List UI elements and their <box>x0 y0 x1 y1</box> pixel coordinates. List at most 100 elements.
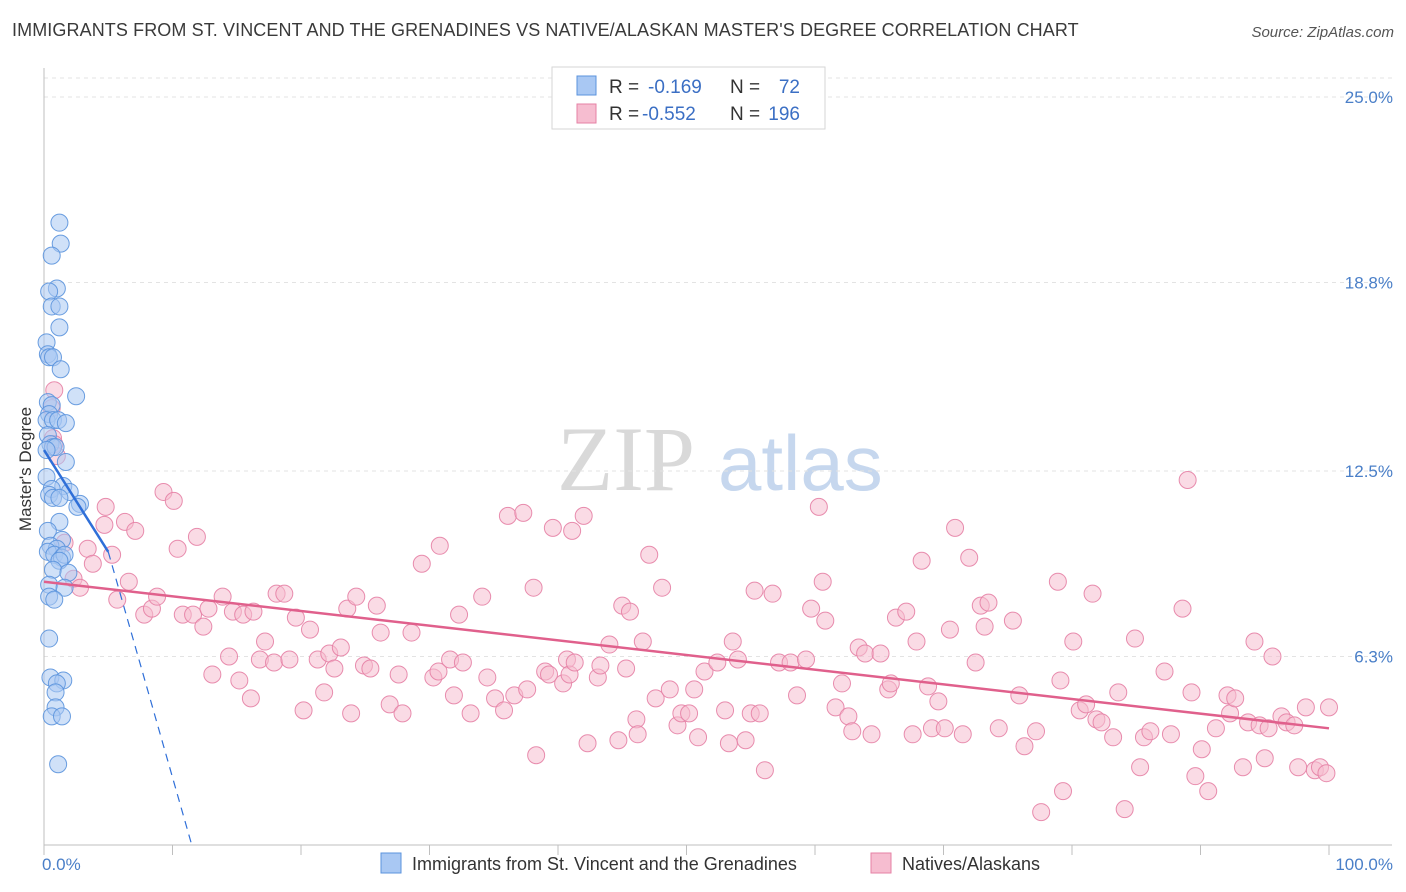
point-natives <box>265 653 284 672</box>
point-natives <box>1186 767 1205 786</box>
point-natives <box>708 653 727 672</box>
point-natives <box>96 497 115 516</box>
point-natives <box>402 623 421 642</box>
point-natives <box>1259 719 1278 738</box>
point-natives <box>660 680 679 699</box>
point-natives <box>646 689 665 708</box>
source-credit: Source: ZipAtlas.com <box>1251 24 1394 41</box>
point-natives <box>609 731 628 750</box>
point-natives <box>897 602 916 621</box>
point-natives <box>1182 683 1201 702</box>
point-natives <box>1233 758 1252 777</box>
point-natives <box>478 668 497 687</box>
point-natives <box>1173 599 1192 618</box>
point-natives <box>389 665 408 684</box>
point-natives <box>361 659 380 678</box>
point-natives <box>514 503 533 522</box>
point-immigrants <box>37 441 56 460</box>
point-natives <box>199 599 218 618</box>
point-natives <box>975 617 994 636</box>
point-natives <box>498 506 517 525</box>
point-natives <box>280 650 299 669</box>
point-natives <box>862 725 881 744</box>
point-immigrants <box>50 213 69 232</box>
point-natives <box>78 539 97 558</box>
point-natives <box>907 632 926 651</box>
point-natives <box>1245 632 1264 651</box>
point-immigrants <box>40 629 59 648</box>
point-natives <box>393 704 412 723</box>
trend-line-natives <box>43 580 1330 730</box>
point-natives <box>453 653 472 672</box>
point-natives <box>1125 629 1144 648</box>
point-natives <box>809 497 828 516</box>
point-natives <box>461 704 480 723</box>
point-natives <box>1141 722 1160 741</box>
watermark-zip: ZIP <box>557 408 695 510</box>
point-natives <box>1027 722 1046 741</box>
point-immigrants <box>42 246 61 265</box>
point-natives <box>903 725 922 744</box>
point-immigrants <box>59 563 78 582</box>
point-natives <box>347 587 366 606</box>
point-natives <box>1263 647 1282 666</box>
point-natives <box>750 704 769 723</box>
point-natives <box>1206 719 1225 738</box>
point-natives <box>685 680 704 699</box>
y-tick-label: 6.3% <box>1354 648 1393 667</box>
point-natives <box>839 707 858 726</box>
point-natives <box>95 515 114 534</box>
point-immigrants <box>67 387 86 406</box>
point-natives <box>620 602 639 621</box>
point-natives <box>1064 632 1083 651</box>
point-natives <box>1054 782 1073 801</box>
legend-r-value-blue: -0.169 <box>648 77 702 98</box>
point-natives <box>275 584 294 603</box>
watermark-atlas: atlas <box>718 419 883 507</box>
point-natives <box>563 521 582 540</box>
trend-line-immigrants <box>42 449 110 553</box>
point-natives <box>802 599 821 618</box>
point-natives <box>473 587 492 606</box>
point-natives <box>578 734 597 753</box>
point-natives <box>300 620 319 639</box>
point-natives <box>220 647 239 666</box>
point-natives <box>1015 737 1034 756</box>
point-natives <box>450 605 469 624</box>
point-natives <box>1077 695 1096 714</box>
point-natives <box>871 644 890 663</box>
point-natives <box>1092 713 1111 732</box>
point-natives <box>1289 758 1308 777</box>
point-natives <box>315 683 334 702</box>
y-axis-label: Master's Degree <box>16 407 35 531</box>
point-immigrants <box>50 318 69 337</box>
point-immigrants <box>43 560 62 579</box>
legend-swatch-pink <box>576 103 597 124</box>
point-natives <box>256 632 275 651</box>
point-natives <box>1032 803 1051 822</box>
point-natives <box>979 593 998 612</box>
point-natives <box>843 722 862 741</box>
point-natives <box>1051 671 1070 690</box>
point-natives <box>1010 686 1029 705</box>
point-natives <box>331 638 350 657</box>
point-natives <box>940 620 959 639</box>
point-natives <box>429 662 448 681</box>
point-natives <box>203 665 222 684</box>
point-natives <box>527 746 546 765</box>
legend-n-value-blue: 72 <box>779 77 800 98</box>
point-natives <box>486 689 505 708</box>
bottom-legend-swatch-blue <box>380 852 402 874</box>
point-natives <box>716 701 735 720</box>
point-natives <box>1003 611 1022 630</box>
point-natives <box>919 677 938 696</box>
trend-lines <box>42 449 1330 846</box>
point-natives <box>244 602 263 621</box>
gridlines <box>44 77 1392 658</box>
point-natives <box>342 704 361 723</box>
point-natives <box>524 578 543 597</box>
point-natives <box>543 518 562 537</box>
point-natives <box>194 617 213 636</box>
point-natives <box>412 554 431 573</box>
